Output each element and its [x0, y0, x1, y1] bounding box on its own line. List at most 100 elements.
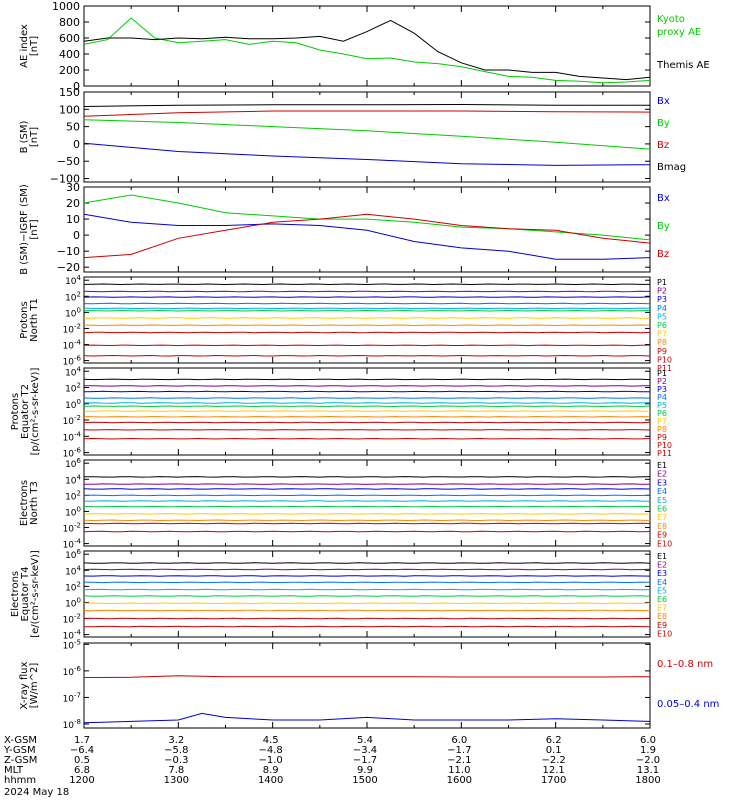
series-line-p5	[84, 403, 650, 404]
legend-item: Kyoto	[657, 14, 685, 25]
series-line-p6	[84, 406, 650, 407]
series-line-e3	[84, 576, 650, 577]
y-tick-label: 10-6	[63, 665, 82, 678]
legend-item: Bx	[657, 96, 670, 107]
y-tick-label: 10-2	[63, 322, 81, 335]
series-line-p7	[84, 318, 650, 319]
y-tick-label: 10-7	[63, 691, 81, 704]
series-line-e1	[84, 563, 650, 564]
y-tick-label: 800	[59, 16, 80, 29]
y-tick-label: 10-2	[63, 613, 81, 626]
y-tick-label: 10-2	[63, 414, 81, 427]
legend-item: proxy AE	[657, 27, 701, 38]
y-tick-label: 600	[59, 32, 80, 45]
y-axis-label: [nT]	[29, 127, 40, 147]
legend-item: E10	[657, 539, 672, 548]
series-line-kyoto-proxy-ae	[84, 18, 650, 83]
y-tick-label: 200	[59, 64, 80, 77]
legend-item: E6	[657, 505, 667, 514]
series-line-p2	[84, 386, 650, 387]
y-tick-label: 150	[59, 86, 80, 99]
series-line-p9	[84, 332, 650, 333]
series-line-bz	[84, 111, 650, 116]
series-line-p11	[84, 356, 650, 357]
footer-row-label: 2024 May 18	[4, 787, 69, 798]
series-line-p9	[84, 422, 650, 423]
y-axis-label: [e/(cm²-s-sr-keV)]	[30, 550, 41, 638]
legend-item: 0.05–0.4 nm	[657, 699, 719, 710]
footer-cell: 1200	[69, 775, 94, 786]
footer-cell: 1600	[447, 775, 472, 786]
y-tick-label: 0	[73, 229, 80, 242]
y-tick-label: 102	[65, 580, 81, 593]
y-tick-label: 100	[59, 103, 80, 116]
series-line-p4	[84, 303, 650, 304]
footer-row-label: hhmm	[4, 775, 36, 786]
series-line-e10	[84, 531, 650, 532]
y-axis-label: [p/(cm²-s-sr-keV)]	[30, 368, 41, 456]
legend-item: E2	[657, 470, 667, 479]
y-tick-label: −50	[57, 155, 80, 168]
y-tick-label: 104	[65, 564, 81, 577]
series-line-e8	[84, 610, 650, 611]
series-line-p1	[84, 284, 650, 285]
y-tick-label: 10-8	[63, 718, 81, 731]
y-axis-label: North T1	[29, 298, 40, 342]
series-line-p1	[84, 379, 650, 380]
footer-cell: 1500	[352, 775, 377, 786]
series-line-by	[84, 195, 650, 240]
y-tick-label: 100	[65, 306, 81, 319]
y-axis-label: North T3	[29, 481, 40, 525]
y-tick-label: 10-4	[63, 430, 82, 443]
y-axis-label: [nT]	[29, 36, 40, 56]
series-line-p8	[84, 417, 650, 418]
y-tick-label: 30	[66, 181, 80, 194]
panel-frame	[84, 460, 650, 546]
legend-item: E1	[657, 461, 667, 470]
panel-frame	[84, 551, 650, 637]
series-line-bz	[84, 214, 650, 257]
series-line-bx	[84, 214, 650, 259]
series-line-e5	[84, 501, 650, 502]
y-tick-label: 50	[66, 121, 80, 134]
footer-cell: 1800	[635, 775, 660, 786]
series-line-p8	[84, 325, 650, 326]
legend-item: Themis AE	[656, 60, 710, 71]
y-axis-label: [W/m^2]	[29, 663, 40, 709]
legend-item: By	[657, 118, 670, 129]
legend-item: Bz	[657, 140, 669, 151]
footer-cell: 1400	[258, 775, 283, 786]
series-line-p10	[84, 345, 650, 346]
series-line-e3	[84, 489, 650, 490]
legend-item: E5	[657, 496, 667, 505]
legend-item: By	[657, 221, 670, 232]
legend-item: Bx	[657, 193, 670, 204]
y-tick-label: 100	[65, 596, 81, 609]
legend-item: P11	[657, 449, 672, 458]
panel-frame	[84, 643, 650, 728]
y-tick-label: 10-4	[63, 339, 82, 352]
series-line-e1	[84, 477, 650, 478]
series-line-by	[84, 120, 650, 149]
series-line-p7	[84, 411, 650, 412]
legend-item: E3	[657, 478, 667, 487]
panel-xray: 10-810-710-610-5X-ray flux[W/m^2]0.1–0.8…	[19, 638, 719, 731]
y-tick-label: 400	[59, 48, 80, 61]
series-line-0-1-0-8-nm	[84, 676, 650, 678]
y-tick-label: 100	[65, 398, 81, 411]
legend-item: E7	[657, 513, 667, 522]
legend-item: Bz	[657, 249, 669, 260]
series-line-bx	[84, 143, 650, 165]
series-line-e6	[84, 596, 650, 597]
y-tick-label: 100	[65, 505, 81, 518]
series-line-p2	[84, 291, 650, 292]
series-line-e6	[84, 506, 650, 507]
series-line-p11	[84, 439, 650, 440]
series-line-bmag	[84, 105, 650, 107]
series-line-p3	[84, 391, 650, 392]
